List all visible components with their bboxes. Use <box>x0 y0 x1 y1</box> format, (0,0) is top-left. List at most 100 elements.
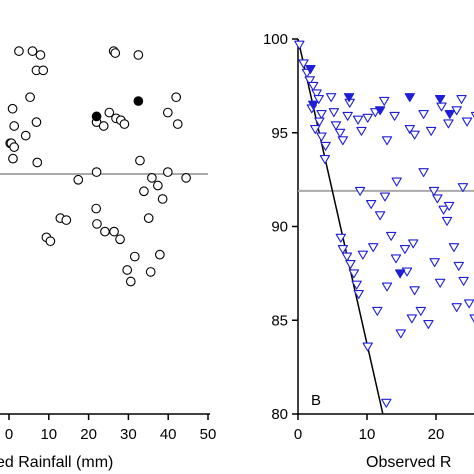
panel-b-point-filled <box>343 93 355 103</box>
panel-a-point-open <box>143 213 154 224</box>
panel-b-point-open <box>314 117 325 127</box>
panel-b-y-ticks: 80 85 90 95 100 <box>263 31 298 423</box>
panel-a-point-open <box>154 249 165 260</box>
panel-b-y-tick-label: 90 <box>271 219 288 236</box>
panel-b-point-open <box>374 211 386 221</box>
panel-b-point-open <box>379 96 390 106</box>
panel-b-point-open <box>443 201 455 211</box>
panel-b-point-open <box>456 95 467 104</box>
panel-a-point-open <box>32 157 43 168</box>
panel-b-point-open <box>294 40 305 50</box>
panel-b-point-open <box>408 239 419 249</box>
panel-b-point-filled <box>394 269 406 279</box>
panel-b-point-open <box>399 245 411 254</box>
panel-a: 0 10 20 30 40 50 ed Rainfall (mm) <box>0 46 217 471</box>
panel-b-point-open <box>426 126 437 136</box>
panel-b-point-open <box>353 289 364 299</box>
panel-a-x-tick-label: 20 <box>80 426 97 443</box>
panel-b-point-open <box>308 81 319 91</box>
panel-b-point-open <box>348 269 360 279</box>
panel-b-point-filled <box>444 110 455 119</box>
panel-b-x-tick-label: 20 <box>428 426 445 443</box>
panel-b-y-tick-label: 100 <box>263 31 288 48</box>
panel-b-point-open <box>365 200 377 209</box>
panel-b-point-open <box>362 113 373 123</box>
panel-b-point-open <box>469 314 474 323</box>
panel-b-point-open <box>429 258 440 268</box>
panel-a-point-open <box>9 121 20 131</box>
panel-a-point-open <box>20 130 31 141</box>
panel-a-point-open <box>145 267 156 277</box>
panel-b-point-filled <box>434 95 446 104</box>
panel-a-x-tick-label: 0 <box>5 426 13 443</box>
panel-a-x-tick-label: 30 <box>120 426 137 443</box>
panel-b-x-ticks: 0 10 20 <box>294 414 445 443</box>
panel-b-point-open <box>311 89 322 99</box>
panel-a-point-open <box>92 219 102 229</box>
panel-b-point-open <box>372 306 383 316</box>
panel-a-point-open <box>147 172 157 183</box>
panel-b-point-open <box>342 111 353 121</box>
panel-a-point-open <box>8 153 18 164</box>
panel-b-point-open <box>351 280 362 290</box>
panel-a-point-open <box>139 186 149 197</box>
panel-b-x-tick-label: 0 <box>294 426 302 443</box>
panel-a-points <box>5 46 191 287</box>
panel-b-point-filled <box>404 93 415 103</box>
panel-b-point-open <box>385 231 397 241</box>
panel-b-point-open <box>453 261 464 271</box>
panel-a-point-open <box>14 46 24 56</box>
panel-a-point-open <box>122 265 133 275</box>
panel-b-point-open <box>298 59 309 69</box>
panel-a-point-open <box>98 121 109 131</box>
panel-b-point-open <box>352 115 364 125</box>
panel-b-point-open <box>334 128 346 138</box>
panel-a-point-open <box>91 167 102 177</box>
panel-b-point-open <box>432 194 443 204</box>
panel-b-point-open <box>313 95 324 104</box>
panel-a-point-open <box>38 65 49 76</box>
panel-a-point-open <box>27 46 38 56</box>
panel-b-point-open <box>335 233 346 243</box>
panel-a-point-open <box>109 226 119 237</box>
panel-b-point-open <box>337 136 349 146</box>
panel-b-points <box>294 40 474 408</box>
panel-a-point-open <box>7 103 18 114</box>
panel-b-point-open <box>341 252 353 262</box>
panel-a-point-open <box>31 117 42 128</box>
panel-b-point-open <box>379 192 391 202</box>
panel-a-point-open <box>35 50 46 60</box>
panel-b-point-open <box>434 278 446 288</box>
panel-b-point-open <box>451 303 462 313</box>
panel-b: 0 10 20 80 85 90 95 100 B Observed R <box>263 31 474 471</box>
panel-a-x-tick-label: 40 <box>160 426 177 443</box>
panel-b-point-open <box>320 141 331 151</box>
panel-b-point-filled <box>374 106 386 116</box>
panel-a-point-open <box>61 215 72 225</box>
panel-a-x-tick-label: 50 <box>200 426 217 443</box>
panel-b-point-open <box>381 398 392 408</box>
panel-b-point-open <box>381 282 393 292</box>
panel-b-point-open <box>316 110 327 119</box>
panel-b-point-open <box>461 117 473 127</box>
panel-b-point-open <box>441 216 453 226</box>
panel-b-x-axis-title: Observed R <box>366 454 451 471</box>
panel-b-point-open <box>457 183 469 193</box>
panel-b-point-open <box>406 314 418 324</box>
panel-a-point-open <box>157 194 168 204</box>
panel-a-x-axis-title: ed Rainfall (mm) <box>0 454 113 471</box>
panel-b-point-filled <box>305 65 316 74</box>
panel-b-point-open <box>415 306 426 316</box>
panel-b-y-tick-label: 95 <box>271 125 288 142</box>
panel-a-point-open <box>110 48 121 58</box>
panel-a-point-open <box>25 92 35 103</box>
panel-b-point-open <box>345 259 356 269</box>
panel-a-point-open <box>45 236 56 247</box>
panel-a-point-open <box>119 119 130 129</box>
panel-b-point-open <box>390 254 402 264</box>
panel-b-y-tick-label: 80 <box>271 406 288 423</box>
panel-b-point-open <box>391 177 402 187</box>
panel-b-point-open <box>418 110 429 119</box>
panel-b-x-tick-label: 10 <box>359 426 376 443</box>
panel-b-point-open <box>354 186 366 196</box>
